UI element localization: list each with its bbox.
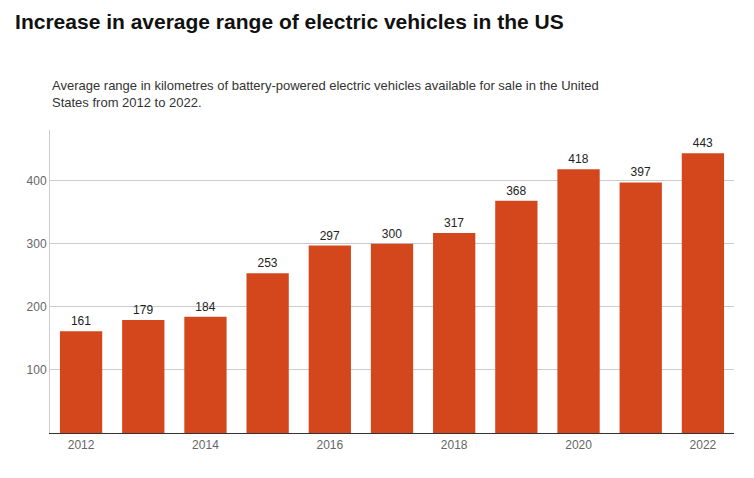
svg-text:2020: 2020 xyxy=(565,438,592,452)
svg-text:2018: 2018 xyxy=(441,438,468,452)
svg-text:100: 100 xyxy=(27,363,47,377)
svg-text:443: 443 xyxy=(693,136,713,150)
svg-text:300: 300 xyxy=(382,227,402,241)
svg-text:184: 184 xyxy=(195,300,215,314)
svg-text:368: 368 xyxy=(506,184,526,198)
svg-text:397: 397 xyxy=(631,165,651,179)
svg-text:200: 200 xyxy=(27,300,47,314)
svg-text:161: 161 xyxy=(71,314,91,328)
svg-text:400: 400 xyxy=(27,174,47,188)
svg-text:Increase in average range of e: Increase in average range of electric ve… xyxy=(15,10,564,33)
svg-text:179: 179 xyxy=(133,303,153,317)
svg-text:418: 418 xyxy=(568,152,588,166)
svg-text:2012: 2012 xyxy=(68,438,95,452)
svg-text:297: 297 xyxy=(320,229,340,243)
svg-text:253: 253 xyxy=(257,256,277,270)
svg-text:317: 317 xyxy=(444,216,464,230)
svg-text:300: 300 xyxy=(27,237,47,251)
svg-text:2016: 2016 xyxy=(316,438,343,452)
svg-text:2022: 2022 xyxy=(690,438,717,452)
svg-text:Average range in kilometres of: Average range in kilometres of battery-p… xyxy=(52,78,599,110)
svg-text:2014: 2014 xyxy=(192,438,219,452)
